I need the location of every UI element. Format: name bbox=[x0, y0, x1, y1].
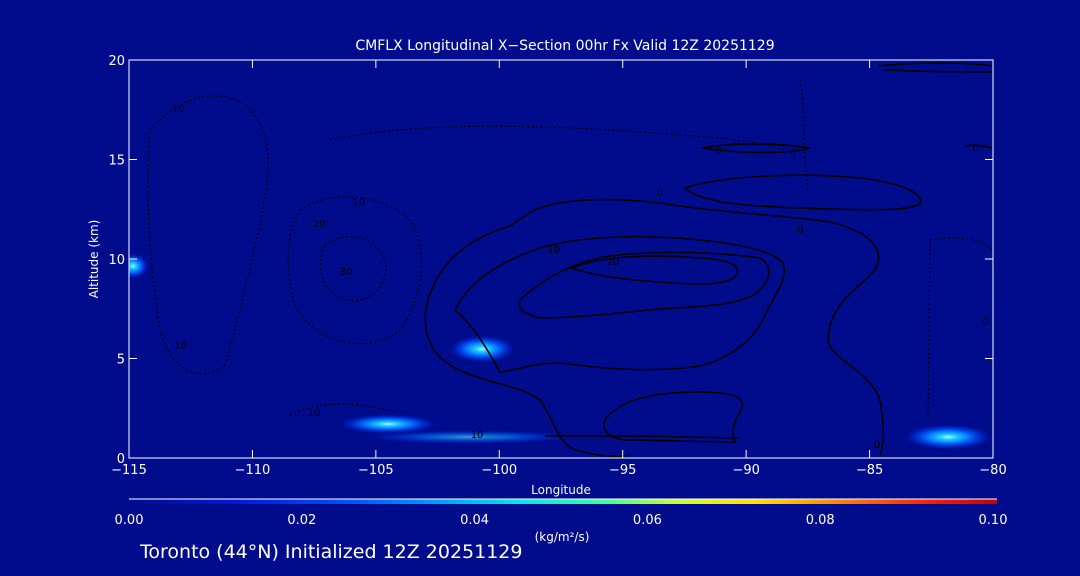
y-tick-label: 0 bbox=[117, 452, 125, 467]
flux-maximum-mid-level bbox=[448, 335, 516, 363]
colorbar-tick-label: 0.00 bbox=[115, 513, 144, 528]
colorbar-tick-label: 0.10 bbox=[979, 513, 1008, 528]
x-tick-label: −90 bbox=[732, 463, 759, 478]
solid-contour-narrow-upper bbox=[701, 143, 811, 154]
contour-label: 0 bbox=[716, 146, 722, 157]
contour-label: 10 bbox=[308, 408, 321, 419]
solid-contour-ring-20 bbox=[454, 235, 785, 373]
contour-label: 0 bbox=[657, 187, 663, 198]
chart-title: CMFLX Longitudinal X−Section 00hr Fx Val… bbox=[355, 38, 774, 54]
footer-location-text: Toronto (44°N) Initialized 12Z 20251129 bbox=[140, 541, 523, 563]
y-tick-label: 20 bbox=[108, 54, 125, 69]
solid-contour-east-short bbox=[964, 144, 993, 149]
solid-contours bbox=[424, 62, 993, 457]
contour-label: 10 bbox=[547, 245, 560, 256]
y-axis: 0 5 10 15 20 bbox=[108, 54, 993, 467]
x-axis: −115 −110 −105 −100 −95 −90 −85 −80 bbox=[111, 60, 1007, 478]
solid-contour-upper-band bbox=[683, 174, 922, 211]
colorbar-tick-labels: 0.00 0.02 0.04 0.06 0.08 0.10 bbox=[115, 513, 1008, 528]
contour-label: 20 bbox=[313, 219, 326, 230]
plot-area: 10 10 20 30 10 10 10 10 20 0 0 0 0 0 0 bbox=[129, 60, 993, 458]
plot-background bbox=[129, 60, 993, 458]
dashed-contour-low-west bbox=[289, 403, 396, 416]
contour-label: 0 bbox=[874, 440, 880, 451]
y-tick-label: 5 bbox=[117, 353, 125, 368]
x-tick-label: −105 bbox=[358, 463, 394, 478]
flux-maximum-west-edge bbox=[129, 253, 149, 279]
flux-field bbox=[129, 253, 993, 450]
dashed-contour-east-box bbox=[927, 237, 993, 421]
dashed-contour-inner-west bbox=[320, 236, 387, 302]
solid-contour-top-right bbox=[877, 62, 993, 73]
y-tick-label: 15 bbox=[108, 154, 125, 169]
dashed-contour-ring-west bbox=[287, 196, 423, 345]
contour-label: 10 bbox=[174, 341, 187, 352]
contour-label: 10 bbox=[471, 430, 484, 441]
solid-contour-core bbox=[569, 255, 739, 285]
contour-label: 0 bbox=[797, 225, 803, 236]
colorbar-tick-label: 0.06 bbox=[633, 513, 662, 528]
x-tick-label: −100 bbox=[481, 463, 517, 478]
colorbar-tick-label: 0.08 bbox=[806, 513, 835, 528]
contour-labels: 10 10 20 30 10 10 10 10 20 0 0 0 0 0 0 bbox=[172, 104, 989, 451]
contour-label: 0 bbox=[982, 317, 988, 328]
dashed-contours bbox=[147, 79, 993, 421]
x-tick-label: −85 bbox=[856, 463, 883, 478]
solid-contour-ring-30 bbox=[518, 251, 770, 319]
colorbar-tick-label: 0.02 bbox=[287, 513, 316, 528]
colorbar-unit-label: (kg/m²/s) bbox=[535, 530, 590, 544]
flux-maximum-east-surface bbox=[903, 424, 993, 450]
solid-contour-low-band bbox=[545, 435, 741, 439]
contour-label: 20 bbox=[606, 257, 619, 268]
contour-label: 30 bbox=[340, 267, 353, 278]
x-tick-label: −115 bbox=[111, 463, 147, 478]
contour-label: 10 bbox=[352, 197, 365, 208]
flux-tail-low-level bbox=[360, 430, 580, 444]
colorbar-tick-label: 0.04 bbox=[460, 513, 489, 528]
contour-label: 0 bbox=[973, 144, 979, 155]
x-tick-label: −80 bbox=[979, 463, 1006, 478]
x-tick-label: −95 bbox=[609, 463, 636, 478]
y-axis-title: Altitude (km) bbox=[87, 220, 101, 299]
y-tick-label: 10 bbox=[108, 253, 125, 268]
colorbar bbox=[129, 499, 997, 504]
contour-label: 10 bbox=[172, 104, 185, 115]
solid-contour-outer bbox=[424, 198, 885, 457]
x-axis-title: Longitude bbox=[531, 483, 591, 497]
x-tick-label: −110 bbox=[235, 463, 271, 478]
dashed-contour-upper-broad bbox=[329, 125, 796, 161]
flux-maximum-low-level-west bbox=[338, 414, 438, 434]
solid-contour-low-pocket bbox=[603, 391, 744, 443]
